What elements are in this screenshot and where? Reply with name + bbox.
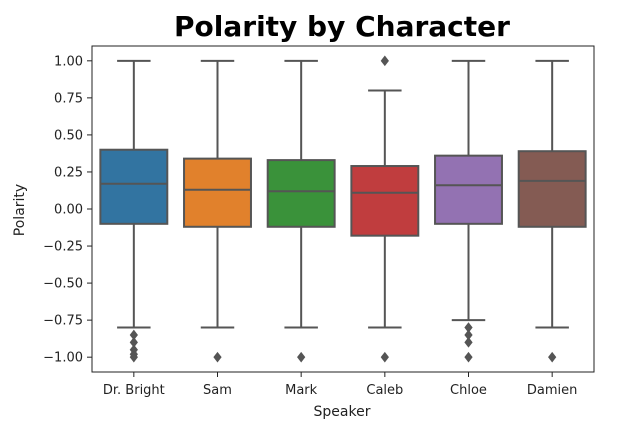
outlier-point bbox=[129, 351, 138, 363]
outlier-point bbox=[213, 351, 222, 363]
outlier-point bbox=[464, 351, 473, 363]
box-group-dr-bright bbox=[99, 59, 169, 363]
x-tick-label: Chloe bbox=[450, 383, 487, 398]
box-group-caleb bbox=[350, 55, 420, 363]
x-tick-label: Damien bbox=[527, 383, 578, 398]
iqr-box bbox=[350, 165, 420, 237]
y-tick-label: −1.00 bbox=[43, 351, 83, 366]
outlier-point bbox=[380, 55, 389, 67]
y-tick-label: 0.75 bbox=[54, 91, 83, 106]
y-tick-label: −0.75 bbox=[43, 314, 83, 329]
iqr-box bbox=[517, 150, 587, 228]
outlier-point bbox=[380, 351, 389, 363]
y-tick-label: 0.00 bbox=[54, 203, 83, 218]
chart-title: Polarity by Character bbox=[174, 10, 510, 43]
iqr-box bbox=[266, 159, 336, 228]
x-tick-label: Mark bbox=[285, 383, 318, 398]
x-axis-label: Speaker bbox=[314, 404, 371, 420]
iqr-box bbox=[183, 157, 252, 228]
box-group-sam bbox=[183, 59, 252, 363]
x-tick-label: Dr. Bright bbox=[103, 383, 165, 398]
y-tick-label: −0.25 bbox=[43, 240, 83, 255]
y-tick-label: 1.00 bbox=[54, 54, 83, 69]
y-axis-label: Polarity bbox=[12, 184, 28, 236]
y-tick-label: −0.50 bbox=[43, 277, 83, 292]
box-group-mark bbox=[266, 59, 336, 363]
iqr-box bbox=[434, 154, 503, 225]
outlier-point bbox=[297, 351, 306, 363]
box-group-damien bbox=[517, 59, 587, 363]
plot-area: 1.00 0.75 0.50 0.25 0.00 −0.25 −0.50 −0.75 −1.00… bbox=[43, 45, 595, 398]
outlier-point bbox=[464, 337, 473, 348]
x-tick-label: Sam bbox=[203, 383, 232, 398]
box-group-chloe bbox=[434, 59, 503, 363]
x-tick-label: Caleb bbox=[366, 383, 403, 398]
plot-frame bbox=[91, 45, 595, 373]
iqr-box bbox=[99, 148, 169, 225]
y-tick-label: 0.25 bbox=[54, 165, 83, 180]
outlier-point bbox=[548, 351, 557, 363]
y-tick-label: 0.50 bbox=[54, 128, 83, 143]
